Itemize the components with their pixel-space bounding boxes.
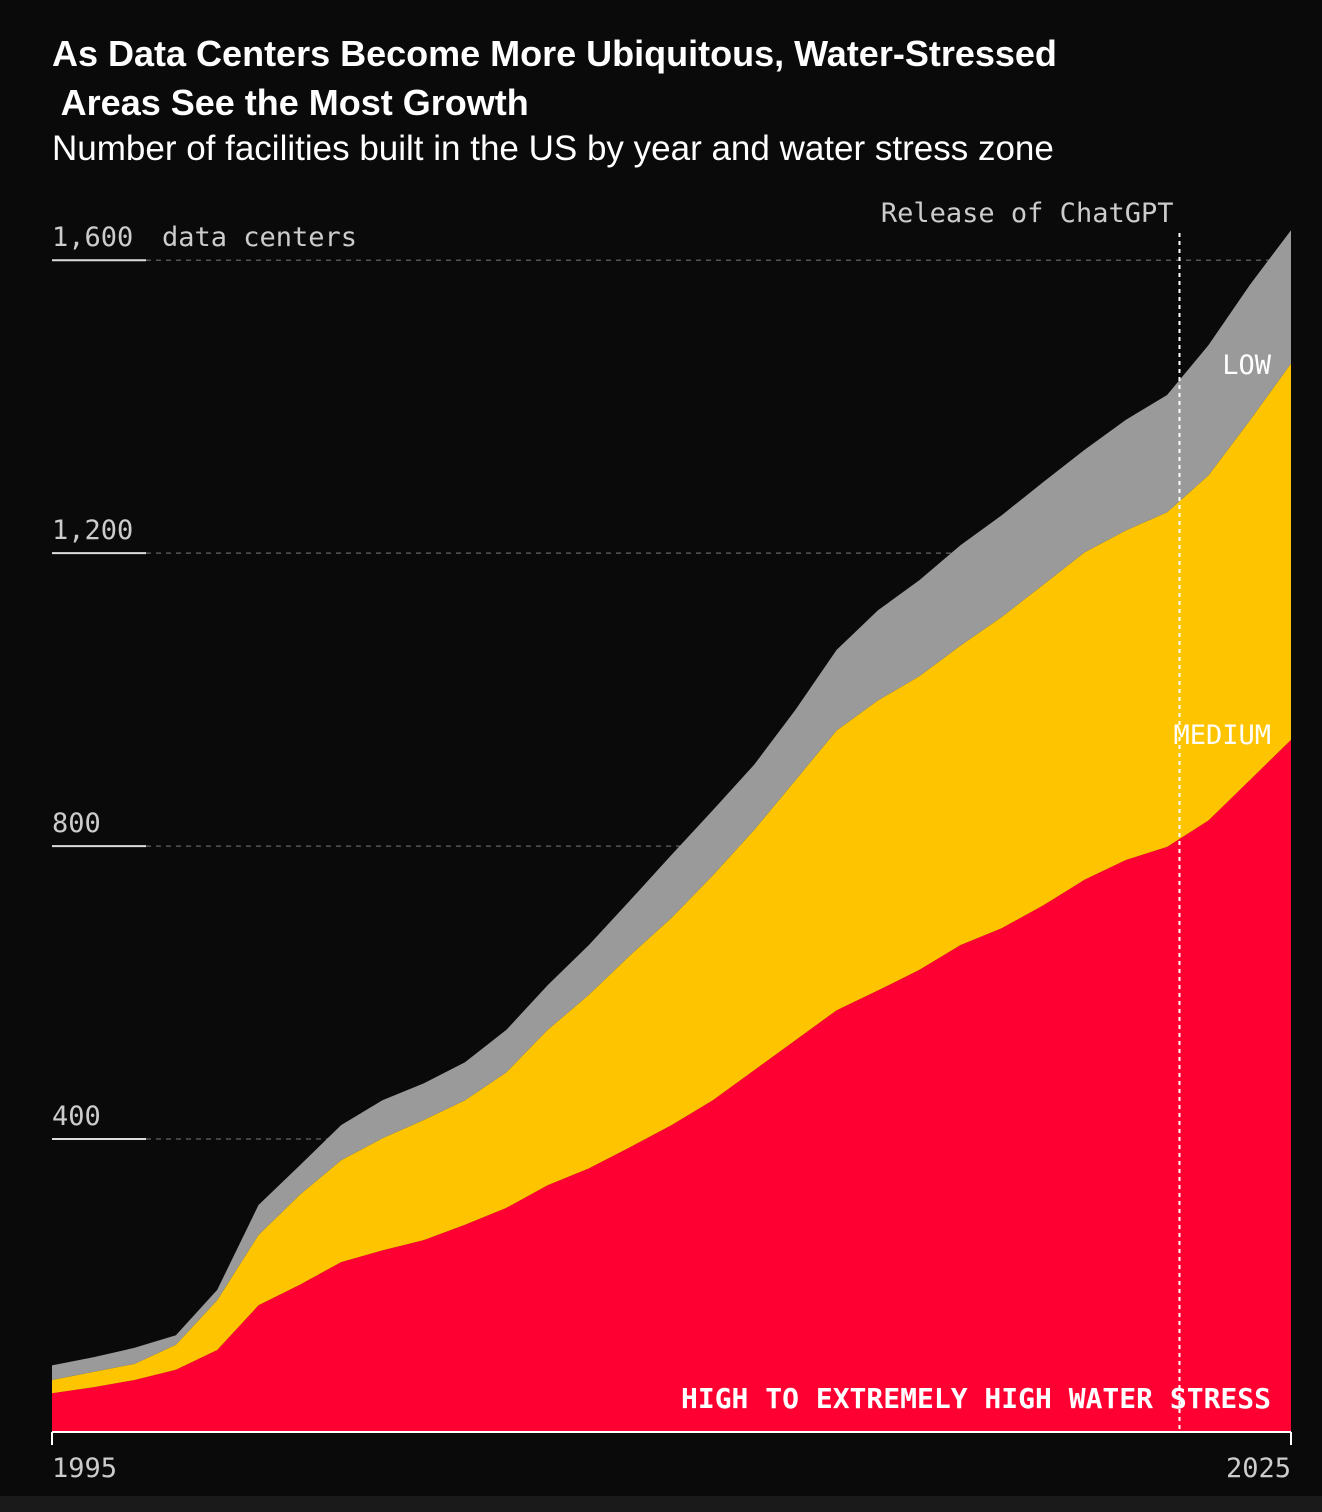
- y-tick-label: 400: [52, 1101, 101, 1132]
- area: [52, 739, 1291, 1432]
- y-tick-label: 800: [52, 808, 101, 839]
- series-label: MEDIUM: [1173, 720, 1271, 751]
- area: [52, 363, 1291, 1394]
- y-tick-label: 1,200: [52, 515, 133, 546]
- x-tick-label: 2025: [1226, 1453, 1291, 1484]
- y-tick-label: 1,600: [52, 222, 133, 253]
- series-label: HIGH TO EXTREMELY HIGH WATER STRESS: [681, 1382, 1271, 1415]
- y-axis-label: data centers: [162, 222, 357, 253]
- annotation-label: Release of ChatGPT: [881, 198, 1174, 229]
- chart-subtitle: Number of facilities built in the US by …: [52, 129, 1054, 168]
- chart-title: As Data Centers Become More Ubiquitous, …: [52, 33, 1057, 123]
- series-label: LOW: [1222, 350, 1272, 381]
- x-tick-label: 1995: [52, 1453, 117, 1484]
- footer-strip: [0, 1496, 1322, 1512]
